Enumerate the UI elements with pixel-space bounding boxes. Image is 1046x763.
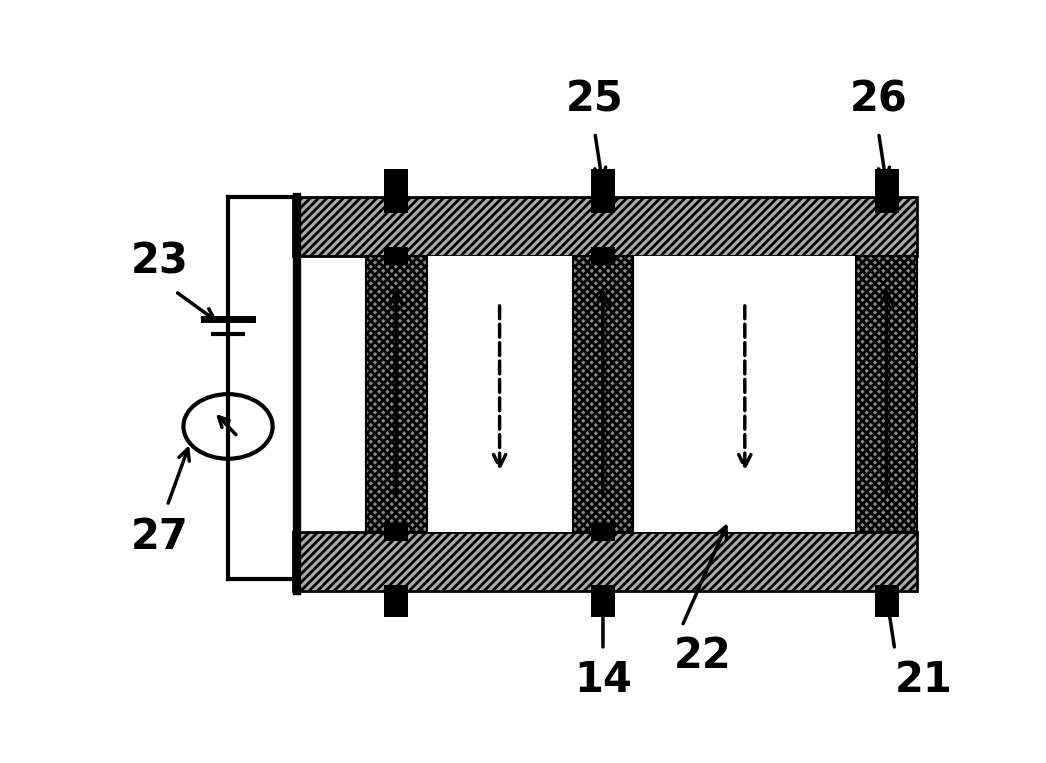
Bar — [572, 256, 633, 533]
Bar — [591, 169, 615, 214]
Bar — [591, 585, 615, 617]
Bar — [874, 169, 899, 214]
Bar — [366, 256, 917, 533]
Text: 21: 21 — [894, 658, 953, 700]
Bar — [874, 585, 899, 617]
Bar — [384, 523, 408, 541]
Bar — [293, 533, 917, 591]
Bar — [591, 247, 615, 265]
Bar — [384, 585, 408, 617]
Bar — [293, 198, 917, 256]
Bar — [857, 256, 917, 533]
Bar — [384, 247, 408, 265]
Bar — [366, 256, 427, 533]
Text: 27: 27 — [131, 516, 188, 558]
Text: 14: 14 — [574, 658, 632, 700]
Bar — [384, 169, 408, 214]
Bar — [427, 256, 572, 533]
Text: 26: 26 — [849, 79, 908, 121]
Text: 25: 25 — [566, 79, 623, 121]
Bar — [591, 523, 615, 541]
Bar — [634, 256, 857, 533]
Text: 22: 22 — [674, 635, 731, 677]
Text: 23: 23 — [131, 240, 188, 282]
